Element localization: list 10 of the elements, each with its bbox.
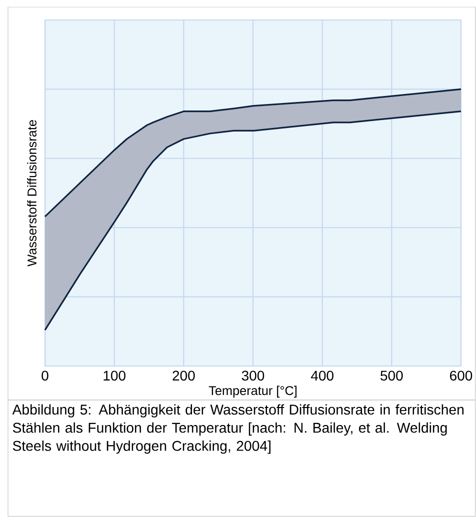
y-axis-title: Wasserstoff Diffusionsrate	[27, 120, 36, 266]
x-tick-label: 600	[450, 370, 472, 381]
x-tick-label: 100	[104, 370, 126, 381]
x-tick-label: 400	[310, 370, 334, 381]
x-tick-label: 0	[42, 370, 48, 381]
text: Abbildung 5: Abhängigkeit der Wasserstoff Diffusionsrate in ferritischen Stählen als Funktion der Temperatur [nach: N. Bailey, et al. Welding Steels without Hydrogen Cracking, 2004]	[12, 404, 464, 454]
x-axis-title: Temperatur [°C]	[208, 386, 296, 398]
x-tick-label: 500	[380, 370, 403, 381]
x-tick-label: 300	[242, 370, 264, 381]
x-tick-label: 200	[172, 370, 195, 381]
